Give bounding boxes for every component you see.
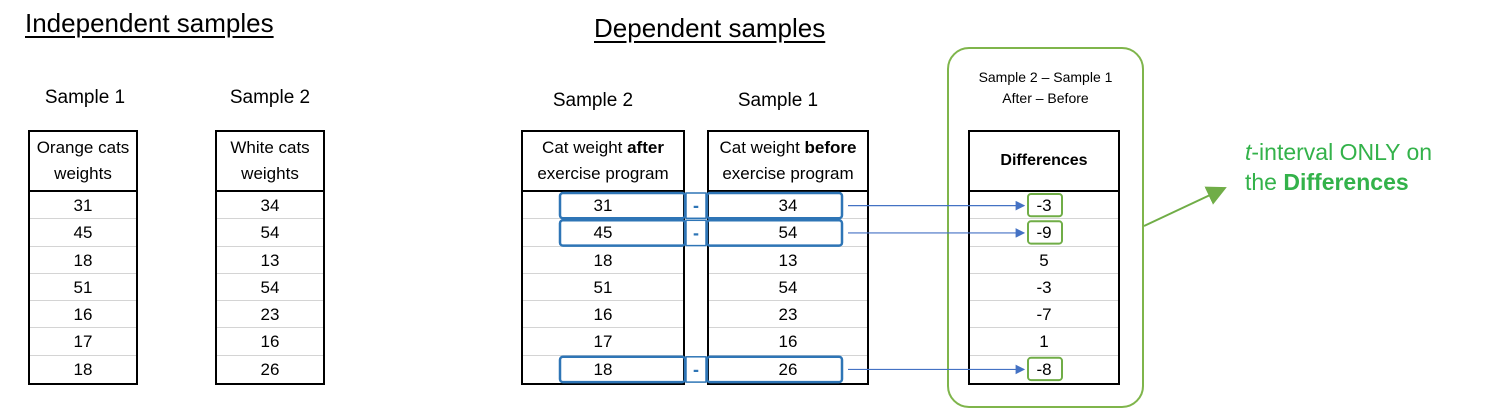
difference-cell: -3 [970,274,1118,302]
orange-cat-weight-cell: 18 [30,247,136,274]
after-weight-cell: 18 [523,247,683,274]
difference-cell: -3 [970,192,1118,220]
differences-group [947,47,1144,408]
orange-cat-weight-cell: 45 [30,219,136,247]
after-highlight-box [558,191,687,220]
difference-cell: -9 [970,219,1118,247]
orange-cats-header: Orange cats weights [30,132,136,192]
before-highlight-box [705,219,844,247]
difference-highlight-box [1027,193,1063,218]
before-weight-cell: 54 [709,274,867,302]
after-highlight-box [558,219,687,247]
orange-cat-weight-cell: 18 [73,359,93,379]
white-cats-table: White cats weights 34 54 13 54 23 16 26 [215,130,325,385]
after-weight-cell: 16 [523,301,683,329]
after-weights-rows: 31 45 18 51 16 17 18 [523,192,683,383]
orange-cat-weight-cell: 16 [30,301,136,329]
white-cat-weight-cell: 54 [217,219,323,247]
differences-table: Differences -3 -9 5 -3 -7 1 -8 [968,130,1120,385]
difference-cell: -7 [970,301,1118,329]
orange-cats-rows: 31 45 18 51 16 17 18 [30,192,136,383]
white-cats-rows: 34 54 13 54 23 16 26 [217,192,323,383]
difference-cell: -8 [1036,359,1052,379]
white-cat-weight-cell: 34 [217,192,323,220]
dependent-samples-heading: Dependent samples [594,13,826,43]
independent-sample1-label: Sample 1 [44,87,126,108]
after-weights-header: Cat weight after exercise program [523,132,683,192]
minus-box [685,219,707,247]
before-weight-cell: 23 [709,301,867,329]
white-cat-weight-cell: 54 [217,274,323,302]
differences-header: Differences [970,132,1118,192]
after-highlight-box [558,355,687,384]
minus-sign: - [693,359,699,379]
after-weight-cell: 17 [523,328,683,356]
orange-cat-weight-cell: 51 [30,274,136,302]
minus-box [685,192,707,220]
white-cat-weight-cell: 16 [217,328,323,356]
dependent-sample2-label: Sample 2 [552,90,634,111]
differences-caption: Sample 2 – Sample 1 After – Before [978,69,1113,106]
orange-cats-table: Orange cats weights 31 45 18 51 16 17 18 [28,130,138,385]
differences-rows: -3 -9 5 -3 -7 1 -8 [970,192,1118,383]
independent-samples-heading: Independent samples [25,8,274,38]
minus-box [685,356,707,383]
before-weight-cell: 26 [778,359,798,379]
before-weights-header: Cat weight before exercise program [709,132,867,192]
minus-sign: - [693,223,699,243]
white-cats-header: White cats weights [217,132,323,192]
note-arrow [1143,186,1227,227]
difference-cell: 5 [970,247,1118,274]
orange-cat-weight-cell: 17 [30,328,136,356]
before-highlight-box [705,191,844,220]
before-weight-cell: 16 [709,328,867,356]
after-weights-table: Cat weight after exercise program 31 45 18… [521,130,685,385]
before-highlight-box [705,355,844,384]
white-cat-weight-cell: 26 [260,359,280,379]
difference-highlight-box [1027,220,1063,245]
before-weight-cell: 13 [709,247,867,274]
difference-highlight-box [1027,356,1063,382]
white-cat-weight-cell: 13 [217,247,323,274]
difference-cell: 1 [970,328,1118,356]
independent-sample2-label: Sample 2 [229,87,311,108]
white-cat-weight-cell: 23 [217,301,323,329]
dependent-sample1-label: Sample 1 [737,90,819,111]
after-weight-cell: 51 [523,274,683,302]
before-weights-rows: 34 54 13 54 23 16 26 [709,192,867,383]
t-interval-note: t-interval ONLY on the Differences [1245,139,1433,195]
orange-cat-weight-cell: 31 [30,192,136,220]
after-weight-cell: 18 [593,359,613,379]
minus-sign: - [693,196,699,216]
before-weights-table: Cat weight before exercise program 34 54 1… [707,130,869,385]
